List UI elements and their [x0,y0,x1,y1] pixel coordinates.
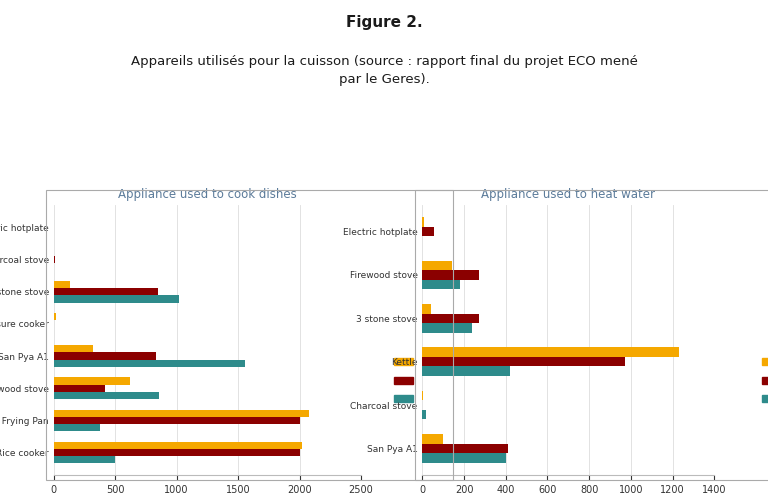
Bar [54,360,246,366]
Bar [422,444,508,453]
Title: Appliance used to cook dishes: Appliance used to cook dishes [118,188,296,201]
Bar [54,282,70,288]
Bar [54,346,93,352]
Bar [54,378,130,384]
Bar [422,314,478,323]
Bar [422,218,425,227]
Bar [54,392,160,398]
Bar [54,442,302,448]
Bar [422,270,478,280]
Bar [54,256,55,264]
Bar [422,357,624,366]
Bar [54,416,300,424]
Title: Appliance used to heat water: Appliance used to heat water [482,188,655,201]
Bar [54,424,101,430]
Bar [54,456,115,462]
Bar [422,227,434,236]
Bar [422,260,452,270]
Text: Appareils utilisés pour la cuisson (source : rapport final du projet ECO mené
pa: Appareils utilisés pour la cuisson (sour… [131,55,637,86]
Bar [422,366,510,376]
Bar [422,434,443,444]
Bar [422,348,679,357]
Legend: Phase 4, Phase 2, Phase 1: Phase 4, Phase 2, Phase 1 [758,353,768,408]
Bar [422,390,423,400]
Bar [422,410,425,420]
Bar [54,410,310,416]
Bar [54,296,179,302]
Bar [422,304,431,314]
Text: Figure 2.: Figure 2. [346,15,422,30]
Bar [422,280,460,289]
Bar [54,352,156,360]
Bar [422,323,472,332]
Bar [422,453,506,462]
Bar [54,448,300,456]
Legend: Phase 4, Phase 2, Phase 1: Phase 4, Phase 2, Phase 1 [390,353,464,408]
Bar [54,314,55,320]
Bar [54,384,105,392]
Bar [54,288,158,296]
